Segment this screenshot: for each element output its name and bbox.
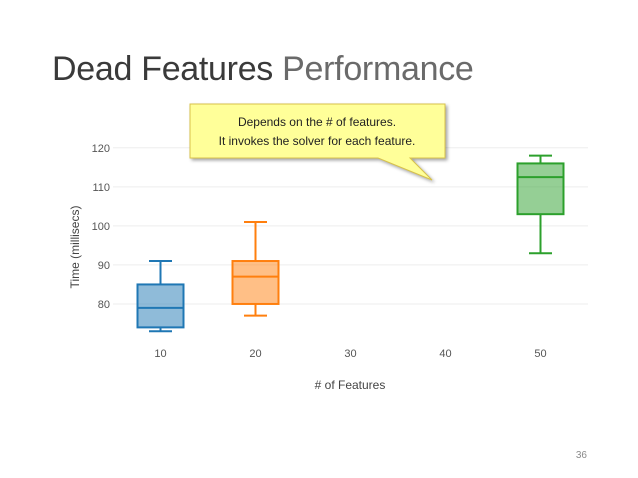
x-tick-label: 20 [249,348,261,360]
box-series-20 [231,220,280,317]
callout-annotation: Depends on the # of features. It invokes… [189,103,446,181]
x-tick-label: 50 [534,348,546,360]
y-axis-ticks: 80 90 100 110 120 [92,143,110,311]
page-number: 36 [575,450,587,461]
x-tick-label: 30 [344,348,356,360]
callout-bubble [189,103,446,181]
y-tick-label: 90 [98,260,110,272]
slide-title-bold: Dead Features [52,50,274,88]
y-tick-label: 100 [92,221,110,233]
y-tick-label: 80 [98,299,110,311]
x-axis-label: # of Features [315,378,386,392]
x-tick-label: 10 [154,348,166,360]
slide-title-light: Performance [282,50,474,88]
box-iqr [516,162,565,216]
callout-line-2: It invokes the solver for each feature. [219,134,416,148]
slide-title: Dead Features Performance [52,50,474,89]
y-tick-label: 120 [92,143,110,155]
box-series-10 [136,260,185,333]
box-series-50 [516,154,565,255]
y-tick-label: 110 [92,182,110,194]
box-iqr [231,260,280,305]
callout-line-1: Depends on the # of features. [238,115,396,129]
x-axis-ticks: 10 20 30 40 50 [154,348,546,360]
box-iqr [136,283,185,329]
box-series-group [136,154,565,333]
x-tick-label: 40 [439,348,451,360]
y-axis-label: Time (millisecs) [68,206,82,289]
